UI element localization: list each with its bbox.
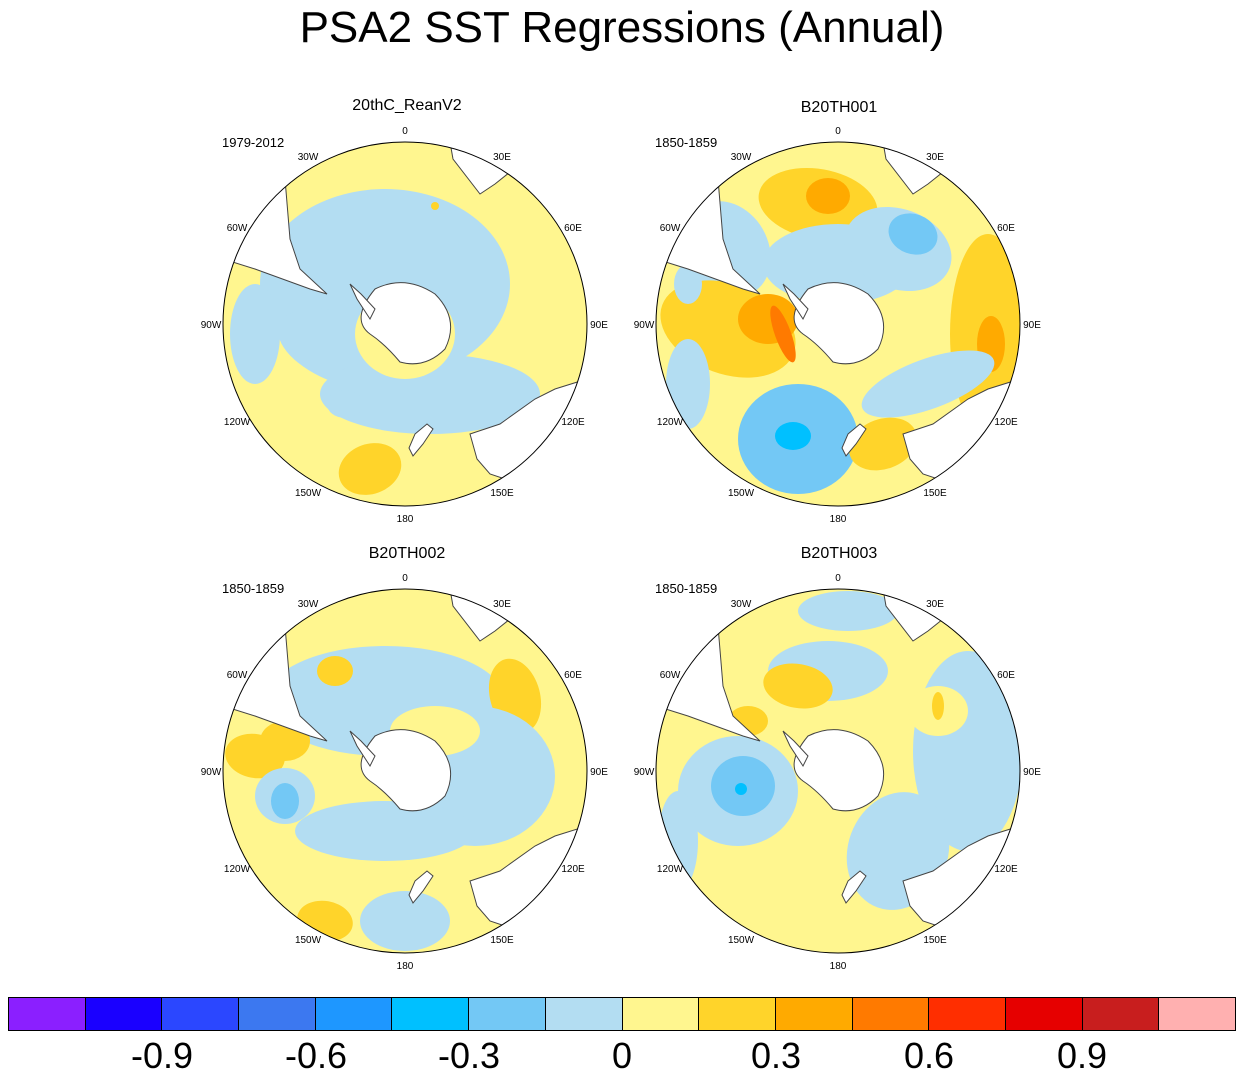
longitude-label: 30E bbox=[493, 152, 511, 163]
colorbar-swatch-10 bbox=[699, 998, 776, 1030]
colorbar-swatch-16 bbox=[1159, 998, 1235, 1030]
longitude-label: 30E bbox=[493, 599, 511, 610]
colorbar-swatch-13 bbox=[929, 998, 1006, 1030]
colorbar bbox=[8, 997, 1236, 1031]
sst-anomaly-region bbox=[932, 692, 944, 720]
colorbar-label-4: 0 bbox=[562, 1036, 682, 1076]
longitude-label: 180 bbox=[397, 514, 414, 525]
longitude-label: 120W bbox=[224, 864, 251, 875]
colorbar-swatch-1 bbox=[9, 998, 86, 1030]
longitude-label: 30W bbox=[731, 599, 752, 610]
longitude-label: 120W bbox=[657, 417, 684, 428]
longitude-label: 60W bbox=[227, 223, 248, 234]
colorbar-swatch-6 bbox=[392, 998, 469, 1030]
longitude-label: 90E bbox=[590, 767, 608, 778]
sst-anomaly-region bbox=[798, 591, 898, 631]
longitude-label: 150E bbox=[923, 488, 947, 499]
colorbar-swatch-11 bbox=[776, 998, 853, 1030]
longitude-label: 120E bbox=[561, 417, 585, 428]
colorbar-swatch-12 bbox=[853, 998, 930, 1030]
sst-anomaly-region bbox=[658, 791, 698, 891]
longitude-label: 90W bbox=[201, 767, 222, 778]
colorbar-swatch-7 bbox=[469, 998, 546, 1030]
colorbar-swatch-2 bbox=[86, 998, 163, 1030]
sst-anomaly-region bbox=[806, 178, 850, 214]
longitude-label: 150E bbox=[490, 935, 514, 946]
longitude-label: 90W bbox=[634, 320, 655, 331]
sst-anomaly-region bbox=[230, 284, 280, 384]
longitude-label: 30W bbox=[731, 152, 752, 163]
longitude-label: 30E bbox=[926, 599, 944, 610]
longitude-label: 180 bbox=[830, 514, 847, 525]
sst-anomaly-region bbox=[317, 656, 353, 686]
longitude-label: 180 bbox=[397, 961, 414, 972]
sst-anomaly-region bbox=[431, 202, 439, 210]
longitude-label: 60W bbox=[227, 670, 248, 681]
longitude-label: 30W bbox=[298, 152, 319, 163]
longitude-label: 180 bbox=[830, 961, 847, 972]
polar-map-3: 0 30E 60E 90E 120E 150E 180 150W 120W 90W 60W 30W bbox=[201, 573, 609, 972]
colorbar-label-3: -0.3 bbox=[409, 1036, 529, 1076]
polar-map-2: 0 30E 60E 90E 120E 150E 180 150W 120W 90W 60W 30W bbox=[634, 126, 1042, 525]
colorbar-swatch-3 bbox=[162, 998, 239, 1030]
longitude-label: 90W bbox=[201, 320, 222, 331]
colorbar-swatch-9 bbox=[623, 998, 700, 1030]
sst-anomaly-region bbox=[271, 783, 299, 819]
polar-map-4: 0 30E 60E 90E 120E 150E 180 150W 120W 90W 60W 30W bbox=[634, 573, 1042, 972]
longitude-label: 0 bbox=[402, 126, 408, 137]
sst-anomaly-region bbox=[775, 422, 811, 450]
longitude-label: 0 bbox=[835, 126, 841, 137]
colorbar-swatch-8 bbox=[546, 998, 623, 1030]
longitude-label: 60E bbox=[997, 223, 1015, 234]
longitude-label: 150W bbox=[295, 488, 322, 499]
colorbar-label-7: 0.9 bbox=[1022, 1036, 1142, 1076]
longitude-label: 60W bbox=[660, 670, 681, 681]
longitude-label: 150W bbox=[295, 935, 322, 946]
longitude-label: 120W bbox=[657, 864, 684, 875]
colorbar-label-5: 0.3 bbox=[716, 1036, 836, 1076]
longitude-label: 0 bbox=[402, 573, 408, 584]
longitude-label: 150E bbox=[923, 935, 947, 946]
longitude-label: 120W bbox=[224, 417, 251, 428]
longitude-label: 90E bbox=[590, 320, 608, 331]
colorbar-label-1: -0.9 bbox=[102, 1036, 222, 1076]
longitude-label: 60E bbox=[564, 670, 582, 681]
colorbar-swatch-15 bbox=[1083, 998, 1160, 1030]
colorbar-swatch-14 bbox=[1006, 998, 1083, 1030]
longitude-label: 90W bbox=[634, 767, 655, 778]
longitude-label: 120E bbox=[561, 864, 585, 875]
longitude-label: 90E bbox=[1023, 320, 1041, 331]
longitude-label: 120E bbox=[994, 417, 1018, 428]
polar-maps: 0 30E 60E 90E 120E 150E 180 150W 120W 90W 60W 30W 0 3… bbox=[0, 0, 1244, 990]
longitude-label: 90E bbox=[1023, 767, 1041, 778]
longitude-label: 150E bbox=[490, 488, 514, 499]
sst-anomaly-region bbox=[666, 339, 710, 429]
sst-anomaly-region bbox=[735, 783, 747, 795]
polar-map-1: 0 30E 60E 90E 120E 150E 180 150W 120W 90W 60W 30W bbox=[201, 126, 609, 525]
longitude-label: 30E bbox=[926, 152, 944, 163]
colorbar-swatch-5 bbox=[316, 998, 393, 1030]
longitude-label: 150W bbox=[728, 935, 755, 946]
colorbar-swatch-4 bbox=[239, 998, 316, 1030]
longitude-label: 60E bbox=[564, 223, 582, 234]
longitude-label: 150W bbox=[728, 488, 755, 499]
colorbar-label-6: 0.6 bbox=[869, 1036, 989, 1076]
sst-anomaly-region bbox=[360, 891, 450, 951]
sst-anomaly-region bbox=[295, 801, 475, 861]
sst-anomaly-region bbox=[327, 390, 363, 418]
longitude-label: 0 bbox=[835, 573, 841, 584]
longitude-label: 60W bbox=[660, 223, 681, 234]
longitude-label: 60E bbox=[997, 670, 1015, 681]
longitude-label: 120E bbox=[994, 864, 1018, 875]
longitude-label: 30W bbox=[298, 599, 319, 610]
colorbar-label-2: -0.6 bbox=[256, 1036, 376, 1076]
